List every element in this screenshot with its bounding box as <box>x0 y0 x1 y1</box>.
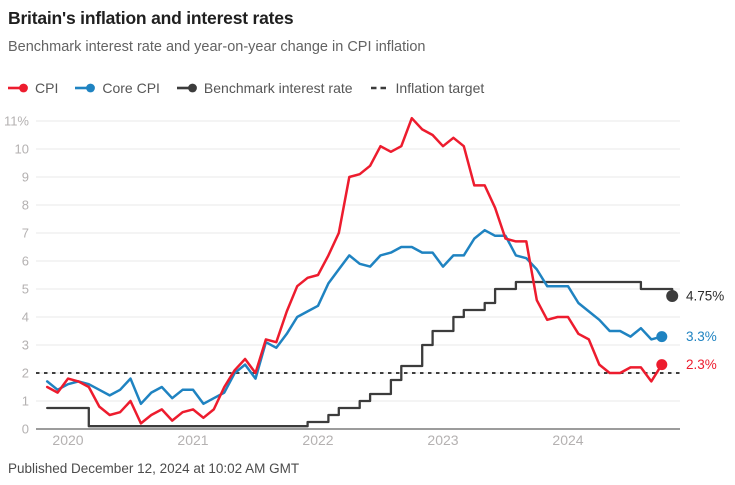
legend-label-benchmark-rate: Benchmark interest rate <box>203 80 353 96</box>
svg-text:5: 5 <box>22 282 29 297</box>
svg-text:0: 0 <box>22 422 29 437</box>
svg-text:10: 10 <box>15 142 29 157</box>
legend-label-inflation-target: Inflation target <box>395 80 485 96</box>
svg-text:3.3%: 3.3% <box>686 329 717 344</box>
legend-item-benchmark-rate: Benchmark interest rate <box>176 80 353 96</box>
legend-item-core-cpi: Core CPI <box>75 80 160 96</box>
svg-text:2024: 2024 <box>552 432 583 448</box>
svg-text:4: 4 <box>22 310 29 325</box>
inflation-target-dashes-icon <box>370 82 390 94</box>
svg-text:8: 8 <box>22 198 29 213</box>
svg-text:2021: 2021 <box>177 432 208 448</box>
svg-text:2.3%: 2.3% <box>686 357 717 372</box>
svg-text:9: 9 <box>22 170 29 185</box>
svg-text:7: 7 <box>22 226 29 241</box>
benchmark-rate-line-dot-icon <box>176 82 198 94</box>
chart-title: Britain's inflation and interest rates <box>8 8 294 28</box>
svg-text:2020: 2020 <box>52 432 83 448</box>
svg-text:1: 1 <box>22 394 29 409</box>
svg-text:2022: 2022 <box>302 432 333 448</box>
svg-text:4.75%: 4.75% <box>686 289 724 304</box>
published-timestamp: Published December 12, 2024 at 10:02 AM … <box>8 461 300 476</box>
svg-text:2023: 2023 <box>427 432 458 448</box>
svg-text:11%: 11% <box>4 114 29 129</box>
svg-text:3: 3 <box>22 338 29 353</box>
svg-text:6: 6 <box>22 254 29 269</box>
legend-label-core-cpi: Core CPI <box>102 80 160 96</box>
legend-label-cpi: CPI <box>35 80 59 96</box>
legend-item-cpi: CPI <box>8 80 58 96</box>
core-cpi-line-dot-icon <box>75 82 96 94</box>
legend-item-inflation-target: Inflation target <box>370 80 485 96</box>
line-chart-canvas: 0 1 2 3 4 5 6 7 8 9 10 11% 2020 2021 2022 2023 2024 4.75%… <box>4 114 724 449</box>
legend: CPI Core CPI Benchmark interest rate Inf… <box>8 80 484 96</box>
svg-text:2: 2 <box>22 366 29 381</box>
cpi-line-dot-icon <box>8 82 29 94</box>
chart-subtitle: Benchmark interest rate and year-on-year… <box>8 39 426 55</box>
